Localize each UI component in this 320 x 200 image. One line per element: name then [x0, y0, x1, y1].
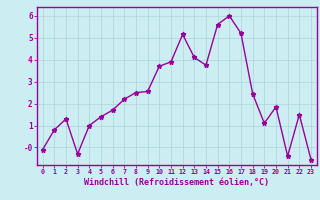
X-axis label: Windchill (Refroidissement éolien,°C): Windchill (Refroidissement éolien,°C): [84, 178, 269, 187]
